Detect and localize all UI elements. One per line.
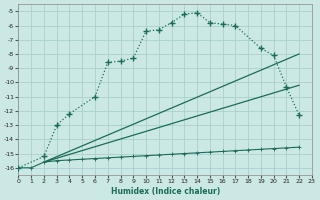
X-axis label: Humidex (Indice chaleur): Humidex (Indice chaleur) (110, 187, 220, 196)
